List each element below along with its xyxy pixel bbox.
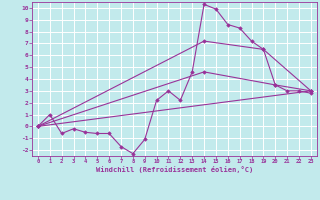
X-axis label: Windchill (Refroidissement éolien,°C): Windchill (Refroidissement éolien,°C) bbox=[96, 166, 253, 173]
